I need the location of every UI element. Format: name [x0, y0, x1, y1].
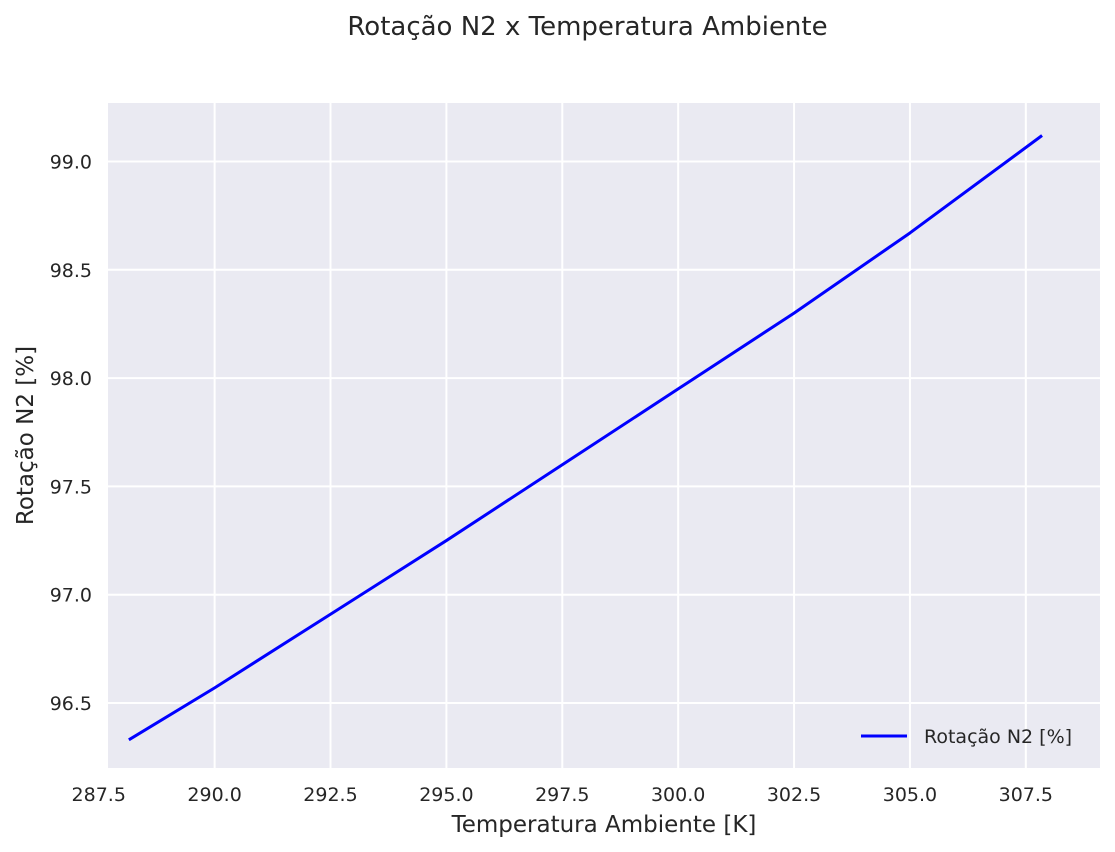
y-tick-label: 99.0 — [50, 151, 92, 173]
series-line — [128, 134, 1043, 742]
y-axis-label: Rotação N2 [%] — [13, 346, 39, 525]
y-axis-ticks: 96.5 97.0 97.5 98.0 98.5 99.0 — [50, 151, 92, 715]
x-axis-label: Temperatura Ambiente [K] — [451, 812, 757, 838]
x-tick-label: 287.5 — [72, 784, 126, 806]
y-tick-label: 96.5 — [50, 693, 92, 715]
y-tick-label: 98.0 — [50, 368, 92, 390]
y-tick-label: 98.5 — [50, 260, 92, 282]
x-tick-label: 290.0 — [187, 784, 241, 806]
y-tick-label: 97.5 — [50, 476, 92, 498]
x-tick-label: 307.5 — [999, 784, 1053, 806]
chart-title: Rotação N2 x Temperatura Ambiente — [347, 12, 828, 42]
x-tick-label: 297.5 — [535, 784, 589, 806]
legend: Rotação N2 [%] — [861, 726, 1072, 748]
legend-label: Rotação N2 [%] — [924, 726, 1072, 748]
x-tick-label: 300.0 — [651, 784, 705, 806]
y-tick-label: 97.0 — [50, 585, 92, 607]
series-layer — [128, 134, 1043, 742]
x-tick-label: 302.5 — [767, 784, 821, 806]
x-tick-label: 305.0 — [883, 784, 937, 806]
grid — [97, 103, 1100, 768]
x-tick-label: 292.5 — [303, 784, 357, 806]
x-axis-ticks: 287.5 290.0 292.5 295.0 297.5 300.0 302.5 305.0… — [72, 784, 1054, 806]
x-tick-label: 295.0 — [419, 784, 473, 806]
